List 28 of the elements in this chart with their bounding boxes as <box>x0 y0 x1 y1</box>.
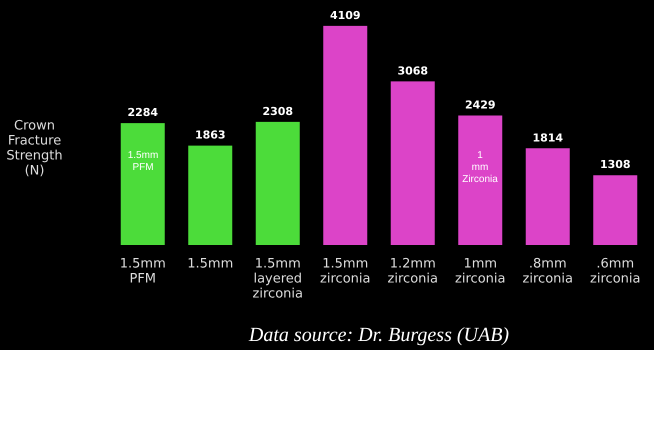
data-label: 3068 <box>397 64 428 78</box>
x-tick-label: 1.5mm zirconia <box>320 256 370 286</box>
x-tick-label: 1.5mm layered zirconia <box>252 256 303 302</box>
bar <box>593 175 638 245</box>
annotation: 1 mm Zirconia <box>462 150 498 185</box>
annotation: 1.5mm PFM <box>128 150 158 173</box>
data-label: 1308 <box>600 158 631 172</box>
x-tick-label: .6mm zirconia <box>590 256 640 286</box>
data-label: 1814 <box>532 131 564 144</box>
x-tick-label: 1mm zirconia <box>455 256 506 286</box>
x-tick-label: .8mm zirconia <box>522 256 573 286</box>
x-tick-label: 1.5mm <box>187 256 234 272</box>
bar <box>323 26 368 245</box>
source-note: Data source: Dr. Burgess (UAB) <box>248 324 510 346</box>
bar <box>120 123 165 245</box>
y-axis-title: Crown Fracture Strength (N) <box>6 118 63 178</box>
data-label: 2429 <box>464 98 496 112</box>
x-tick-label: 1.5mm PFM <box>120 256 166 286</box>
data-label: 2284 <box>127 106 158 120</box>
bar <box>458 115 502 245</box>
x-tick-label: 1.2mm zirconia <box>388 256 438 286</box>
bar <box>390 81 435 245</box>
data-label: 2308 <box>262 104 294 118</box>
bar <box>256 122 300 245</box>
data-label: 4109 <box>330 8 361 22</box>
data-label: 1863 <box>194 128 226 142</box>
bar <box>188 146 232 245</box>
bar <box>526 148 570 245</box>
